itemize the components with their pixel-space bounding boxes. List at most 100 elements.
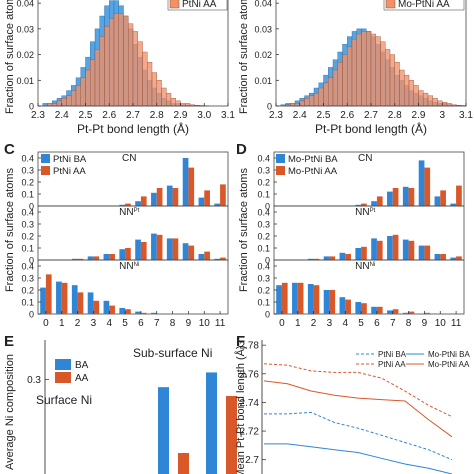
panel-b-xlabel: Pt-Pt bond length (Å) — [315, 121, 427, 136]
panel-a-legend — [167, 0, 228, 11]
panel-a-bar — [94, 49, 100, 107]
panel-d-bar — [371, 306, 377, 314]
panel-c-bar — [56, 281, 62, 314]
panel-e: 0.20.3 Average Ni composition BA AA Surf… — [4, 340, 237, 474]
panel-a-bar — [85, 69, 91, 107]
panel-c-legend-swatch-aa — [41, 166, 50, 175]
panel-c-bar — [135, 201, 141, 206]
panel-b-bar — [309, 95, 315, 107]
panel-c-bar — [135, 311, 141, 314]
panel-d-xtick-label: 11 — [451, 318, 462, 329]
panel-c-xtick-label: 9 — [186, 318, 192, 329]
panel-d-bar — [408, 240, 415, 260]
panel-c-bar — [140, 242, 147, 260]
panel-letter-d: D — [236, 141, 247, 158]
panel-c-ytick-label: 0.3 — [21, 274, 34, 284]
panel-d-bar — [361, 203, 367, 206]
panel-f-line — [264, 411, 453, 461]
panel-c-bar — [151, 233, 157, 260]
panel-b-bar — [408, 80, 414, 107]
panel-a-bar — [99, 36, 105, 107]
panel-c-ytick-label: 0.4 — [21, 208, 34, 218]
panel-f-legend-mo-ba: Mo-PtNi BA — [428, 350, 470, 359]
panel-c-xtick-label: 1 — [59, 318, 65, 329]
panel-a-bar — [166, 92, 172, 107]
panel-d-bar — [424, 312, 431, 314]
panel-b-ytick-label: 0.01 — [254, 76, 272, 86]
panel-d-bar — [361, 303, 367, 314]
panel-b-bar — [332, 69, 338, 107]
panel-d-bar — [456, 185, 462, 206]
panel-d-bar — [440, 190, 446, 206]
panel-b-bar — [427, 95, 433, 107]
panel-d-subplot-label-sup: Pt — [370, 208, 376, 214]
panel-a-xtick-label: 2.9 — [174, 110, 188, 121]
panel-a-xtick-label: 2.3 — [31, 110, 45, 121]
panel-f-legend-ptni-ba: PtNi BA — [378, 350, 407, 359]
panel-a-bar — [104, 26, 110, 107]
panel-b-xtick-label: 2.7 — [364, 110, 378, 121]
panel-c-bar — [109, 254, 115, 260]
panel-c-ytick-label: 0 — [29, 310, 34, 320]
panel-a-legend-label: PtNi AA — [182, 0, 217, 10]
panel-c-legend-ba: PtNi BA — [53, 154, 87, 165]
panel-e-bar — [206, 372, 217, 474]
panel-a-bar — [66, 95, 72, 107]
panel-b-ytick-label: 0.03 — [254, 24, 272, 34]
panel-c-bar — [166, 238, 173, 260]
panel-c-bar — [103, 254, 110, 260]
panel-d-bar — [434, 196, 441, 206]
panel-d-legend-aa: Mo-PtNi AA — [288, 166, 338, 177]
panel-c-bar — [71, 285, 78, 314]
panel-b-bar — [423, 92, 429, 107]
panel-e-annotation-subsurface: Sub-surface Ni — [133, 346, 212, 360]
panel-a-bar — [147, 62, 153, 107]
panel-e-legend-aa: AA — [75, 373, 89, 384]
panel-c-ytick-label: 0.1 — [21, 298, 34, 308]
panel-b-bar — [399, 69, 405, 107]
panel-b-bar — [418, 90, 424, 107]
panel-c-bar — [166, 185, 173, 206]
panel-f: 2.7 2.72 2.74 2.76 2.78 Mean Pt-Pt bond leng… — [234, 340, 470, 474]
panel-d-subplot-frame — [273, 259, 465, 315]
panel-c-subplot-label: NNPt — [119, 207, 139, 218]
panel-c-bar — [93, 300, 100, 314]
panel-c-bar — [172, 188, 179, 206]
panel-d-xtick-label: 5 — [358, 318, 364, 329]
panel-c-bar — [61, 282, 68, 314]
panel-b-legend-label: Mo-PtNi AA — [398, 0, 450, 10]
panel-c-bar — [214, 258, 221, 260]
panel-f-ytick-label: 2.74 — [240, 398, 260, 409]
panel-b-xtick-label: 2.5 — [317, 110, 331, 121]
panel-c-bar — [87, 256, 94, 260]
panel-d-ytick-label: 0.4 — [257, 208, 270, 218]
panel-c-bar — [119, 308, 126, 314]
panel-d-bar — [387, 310, 393, 314]
panel-c-xtick-label: 2 — [75, 318, 81, 329]
panel-c-ytick-label: 0.1 — [21, 244, 34, 254]
panel-d-bar — [371, 201, 377, 206]
panel-d-ytick-label: 0.2 — [257, 178, 270, 188]
panel-c-bar — [77, 258, 84, 260]
panel-e-bar — [158, 387, 169, 474]
panel-d-bar — [392, 188, 399, 206]
panel-d-bar — [392, 234, 399, 260]
panel-c-xtick-label: 8 — [170, 318, 176, 329]
panel-c-bar — [156, 234, 163, 260]
panel-d-bar — [323, 290, 330, 314]
panel-e-annotation-surface: Surface Ni — [36, 393, 92, 407]
panel-d-legend: Mo-PtNi BA Mo-PtNi AA — [276, 154, 338, 177]
panel-d-bar — [418, 160, 425, 206]
panel-c-ytick-label: 0 — [29, 202, 34, 212]
panel-b-bar — [442, 101, 448, 107]
panel-f-line — [263, 380, 453, 438]
panel-e-legend-swatch-ba — [55, 359, 71, 370]
panel-d-xtick-label: 3 — [327, 318, 333, 329]
panel-c-bar — [182, 158, 189, 206]
panel-d-subplot-label: NNPt — [355, 207, 375, 218]
panel-d-bar — [424, 245, 431, 260]
panel-d-bar — [376, 240, 383, 260]
panel-c-bar — [103, 300, 110, 314]
panel-c-bar — [198, 197, 205, 206]
panel-d-bar — [387, 191, 393, 206]
